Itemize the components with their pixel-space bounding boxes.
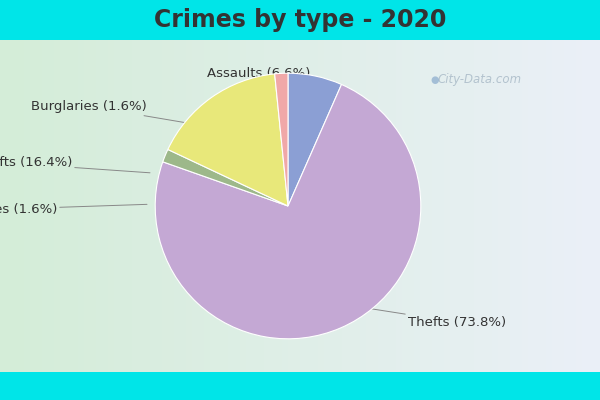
Text: Burglaries (1.6%): Burglaries (1.6%) xyxy=(31,100,207,126)
Wedge shape xyxy=(163,150,288,206)
Wedge shape xyxy=(288,73,341,206)
Text: Auto thefts (16.4%): Auto thefts (16.4%) xyxy=(0,156,150,173)
Wedge shape xyxy=(275,73,288,206)
Text: Crimes by type - 2020: Crimes by type - 2020 xyxy=(154,8,446,32)
Text: Assaults (6.6%): Assaults (6.6%) xyxy=(207,67,310,103)
Text: Robberies (1.6%): Robberies (1.6%) xyxy=(0,203,147,216)
Text: City-Data.com: City-Data.com xyxy=(438,74,522,86)
Wedge shape xyxy=(168,74,288,206)
Text: Thefts (73.8%): Thefts (73.8%) xyxy=(372,309,506,329)
Wedge shape xyxy=(155,84,421,339)
Text: ●: ● xyxy=(431,75,439,85)
